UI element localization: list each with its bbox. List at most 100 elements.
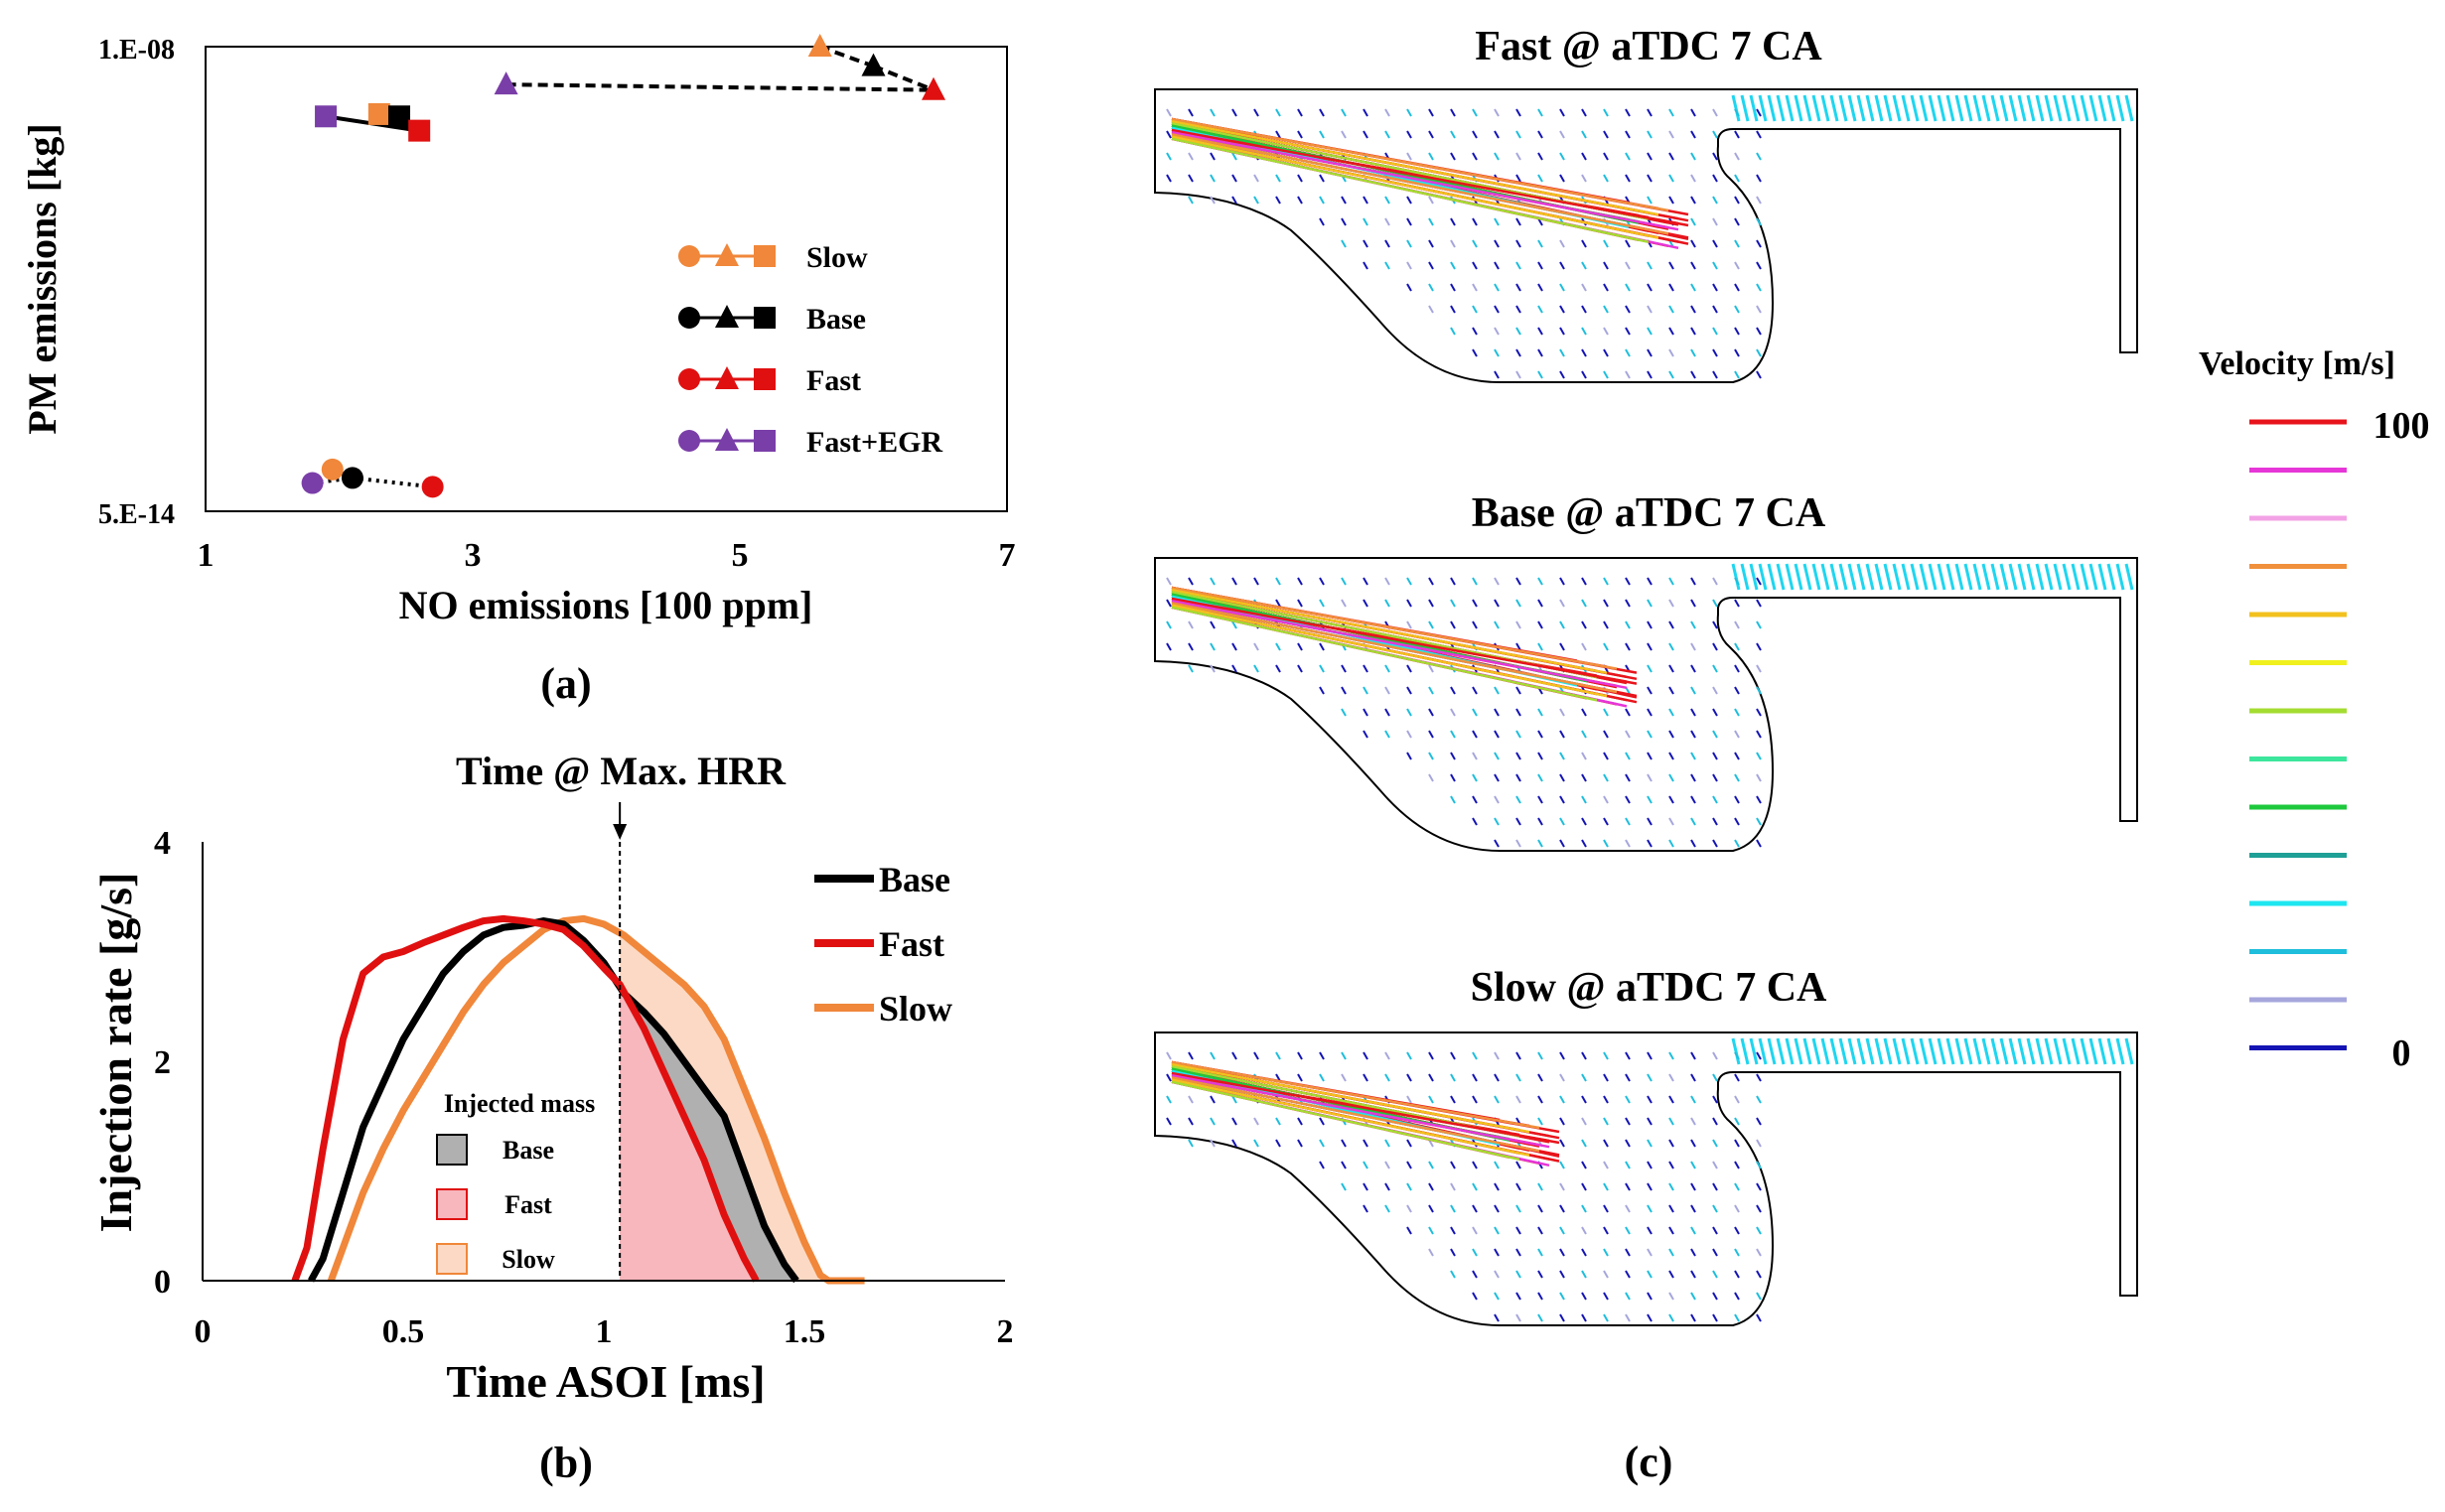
velocity-vector xyxy=(1647,599,1653,608)
legend-label: Slow xyxy=(879,989,952,1029)
legend-circle-marker xyxy=(678,307,700,329)
velocity-vector xyxy=(1668,642,1674,651)
velocity-vector xyxy=(1999,94,2009,122)
velocity-vector xyxy=(1341,1182,1347,1191)
velocity-vector xyxy=(1647,1270,1653,1279)
velocity-vector xyxy=(1625,795,1631,804)
velocity-vector xyxy=(1494,305,1500,314)
velocity-vector xyxy=(1625,305,1631,314)
velocity-vector xyxy=(1559,642,1565,651)
velocity-vector xyxy=(1776,1037,1786,1065)
velocity-vector xyxy=(1712,577,1718,586)
velocity-vector xyxy=(1756,1095,1762,1104)
velocity-vector xyxy=(1919,1037,1929,1065)
spray-vector xyxy=(1171,117,1669,212)
velocity-vector xyxy=(1712,174,1718,183)
velocity-vector xyxy=(1406,1161,1412,1169)
spray-vector xyxy=(1171,602,1618,694)
velocity-vector xyxy=(1559,599,1565,608)
velocity-vector xyxy=(1428,283,1434,292)
velocity-vector xyxy=(1515,1182,1521,1191)
spray-vector xyxy=(1171,586,1618,670)
velocity-vector xyxy=(1712,1095,1718,1104)
velocity-vector xyxy=(1210,174,1216,183)
velocity-vector xyxy=(1734,1313,1740,1322)
velocity-vector xyxy=(1734,664,1740,673)
velocity-vector xyxy=(1647,642,1653,651)
panel-b-inset-title: Injected mass xyxy=(444,1089,595,1118)
velocity-vector xyxy=(1756,1204,1762,1213)
velocity-vector xyxy=(1363,730,1368,739)
velocity-vector xyxy=(1559,1270,1565,1279)
velocity-vector xyxy=(1668,327,1674,336)
velocity-vector xyxy=(1712,327,1718,336)
marker-fast-egr-triangle xyxy=(494,71,518,95)
velocity-vector xyxy=(1275,664,1281,673)
velocity-vector xyxy=(1712,1270,1718,1279)
velocity-vector xyxy=(1647,1226,1653,1235)
spray-vector xyxy=(1171,119,1659,216)
velocity-vector xyxy=(1210,620,1216,629)
velocity-vector xyxy=(1581,1051,1587,1060)
velocity-vector xyxy=(1712,1117,1718,1126)
velocity-vector xyxy=(1188,196,1194,205)
velocity-vector xyxy=(1494,327,1500,336)
velocity-vector xyxy=(1406,196,1412,205)
velocity-vector xyxy=(1647,1117,1653,1126)
velocity-vector xyxy=(1188,108,1194,117)
velocity-vector xyxy=(1647,1161,1653,1169)
velocity-vector xyxy=(1734,1161,1740,1169)
velocity-vector xyxy=(1559,1073,1565,1082)
velocity-vector xyxy=(1712,261,1718,270)
velocity-vector xyxy=(1581,174,1587,183)
velocity-vector xyxy=(1188,152,1194,161)
y-tick-label: 4 xyxy=(154,825,171,862)
velocity-vector xyxy=(1559,152,1565,161)
velocity-vector xyxy=(1559,577,1565,586)
velocity-vector xyxy=(1341,108,1347,117)
velocity-vector xyxy=(1668,1182,1674,1191)
velocity-vector xyxy=(1647,795,1653,804)
x-tick-label: 0.5 xyxy=(382,1313,425,1350)
velocity-vector xyxy=(1756,196,1762,205)
panel-c-title-1: Fast @ aTDC 7 CA xyxy=(1475,24,1822,69)
velocity-vector xyxy=(1625,620,1631,629)
velocity-vector xyxy=(1625,1073,1631,1082)
velocity-vector xyxy=(1954,563,1964,591)
velocity-vector xyxy=(1559,1117,1565,1126)
velocity-vector xyxy=(1668,1051,1674,1060)
velocity-vector xyxy=(1494,730,1500,739)
velocity-vector xyxy=(1559,239,1565,248)
velocity-vector xyxy=(1472,1270,1478,1279)
velocity-vector xyxy=(1625,1139,1631,1148)
panel-a-x-label: NO emissions [100 ppm] xyxy=(399,583,813,627)
velocity-vector xyxy=(1188,577,1194,586)
velocity-vector xyxy=(2080,1037,2089,1065)
velocity-vector xyxy=(1847,1037,1857,1065)
velocity-vector xyxy=(1756,1226,1762,1235)
velocity-vector xyxy=(2026,563,2036,591)
velocity-vector xyxy=(1972,1037,1982,1065)
velocity-vector xyxy=(1712,1313,1718,1322)
velocity-vector xyxy=(1581,1182,1587,1191)
marker-slow-square xyxy=(367,102,390,125)
velocity-vector xyxy=(1928,1037,1938,1065)
velocity-vector xyxy=(1883,94,1893,122)
x-tick-label: 1.5 xyxy=(784,1313,826,1350)
velocity-vector xyxy=(1603,730,1609,739)
velocity-vector xyxy=(1625,348,1631,357)
velocity-vector xyxy=(1647,327,1653,336)
velocity-vector xyxy=(2124,563,2134,591)
velocity-vector xyxy=(1668,795,1674,804)
velocity-vector xyxy=(1712,370,1718,379)
velocity-vector xyxy=(1668,283,1674,292)
velocity-vector xyxy=(1776,94,1786,122)
panel-b-arrow-head xyxy=(613,824,628,840)
velocity-vector xyxy=(1384,217,1390,226)
velocity-vector xyxy=(1668,839,1674,848)
velocity-vector xyxy=(1937,94,1946,122)
velocity-vector xyxy=(2053,94,2063,122)
velocity-vector xyxy=(1341,1161,1347,1169)
velocity-vector xyxy=(1494,1182,1500,1191)
triangle-connector xyxy=(505,82,935,92)
